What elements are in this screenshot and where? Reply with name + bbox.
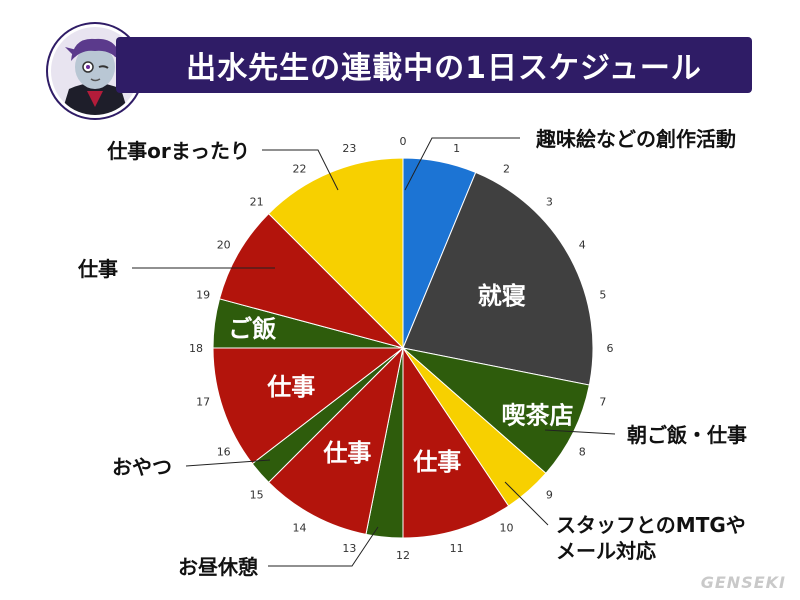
callout-line bbox=[404, 137, 520, 191]
callout-line bbox=[268, 526, 379, 567]
hour-tick-label: 15 bbox=[250, 488, 264, 501]
hour-tick-label: 12 bbox=[396, 549, 410, 562]
pie-slice bbox=[267, 157, 404, 350]
hour-tick-label: 21 bbox=[250, 196, 264, 209]
hour-tick-label: 11 bbox=[450, 542, 464, 555]
hour-tick-label: 5 bbox=[599, 288, 606, 301]
slice-label: ご飯 bbox=[228, 315, 276, 343]
pie-slice bbox=[402, 171, 594, 386]
hour-tick-label: 22 bbox=[293, 163, 307, 176]
hour-tick-label: 3 bbox=[546, 196, 553, 209]
page-title: 出水先生の連載中の1日スケジュール bbox=[186, 51, 702, 86]
callout-label: 趣味絵などの創作活動 bbox=[535, 127, 736, 151]
hour-tick-label: 9 bbox=[546, 488, 553, 501]
hour-tick-label: 0 bbox=[400, 135, 407, 148]
hour-tick-label: 20 bbox=[217, 239, 231, 252]
hour-tick-label: 13 bbox=[342, 542, 356, 555]
hour-tick-label: 6 bbox=[607, 342, 614, 355]
hour-tick-label: 23 bbox=[342, 142, 356, 155]
slice-label: 仕事 bbox=[266, 373, 315, 401]
hour-tick-label: 10 bbox=[500, 521, 514, 534]
pie-slice bbox=[267, 346, 404, 535]
hour-tick-label: 17 bbox=[196, 396, 210, 409]
callout-line bbox=[185, 459, 271, 467]
genseki-watermark: GENSEKI bbox=[700, 573, 786, 592]
callout-line bbox=[504, 481, 549, 526]
slice-label: 仕事 bbox=[412, 448, 461, 476]
callout-label: お昼休憩 bbox=[178, 555, 258, 579]
hour-tick-label: 8 bbox=[579, 446, 586, 459]
hour-tick-label: 2 bbox=[503, 163, 510, 176]
callout-label: おやつ bbox=[112, 455, 172, 479]
callout-label: 仕事 bbox=[77, 257, 118, 281]
callout-label: 朝ご飯・仕事 bbox=[627, 423, 747, 447]
pie-slice bbox=[218, 212, 405, 349]
callout-line bbox=[544, 429, 616, 435]
hour-tick-label: 1 bbox=[453, 142, 460, 155]
callout-label: スタッフとのMTGや bbox=[556, 513, 746, 537]
callout-label: 仕事orまったり bbox=[106, 139, 250, 163]
slice-label: 就寝 bbox=[478, 282, 526, 310]
hour-tick-label: 4 bbox=[579, 239, 586, 252]
hour-tick-label: 7 bbox=[599, 396, 606, 409]
hour-tick-label: 18 bbox=[189, 342, 203, 355]
callout-label: メール対応 bbox=[556, 539, 656, 563]
title-banner: 出水先生の連載中の1日スケジュール bbox=[116, 37, 752, 93]
hour-tick-label: 14 bbox=[293, 521, 307, 534]
hour-tick-label: 16 bbox=[217, 446, 231, 459]
slice-label: 仕事 bbox=[322, 439, 371, 467]
callout-line bbox=[262, 149, 339, 191]
pie-slice bbox=[212, 347, 405, 465]
slice-label: 喫茶店 bbox=[502, 401, 574, 429]
hour-tick-label: 19 bbox=[196, 288, 210, 301]
pie-slice bbox=[402, 346, 510, 539]
